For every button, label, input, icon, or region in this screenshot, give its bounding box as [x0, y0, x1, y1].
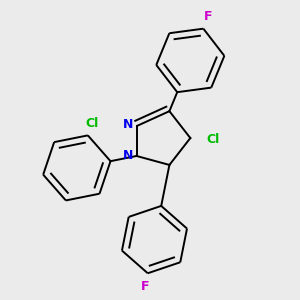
- Text: Cl: Cl: [206, 133, 219, 146]
- Text: F: F: [204, 10, 213, 23]
- Text: F: F: [141, 280, 149, 292]
- Text: Cl: Cl: [85, 116, 99, 130]
- Text: N: N: [123, 118, 134, 131]
- Text: N: N: [123, 149, 134, 163]
